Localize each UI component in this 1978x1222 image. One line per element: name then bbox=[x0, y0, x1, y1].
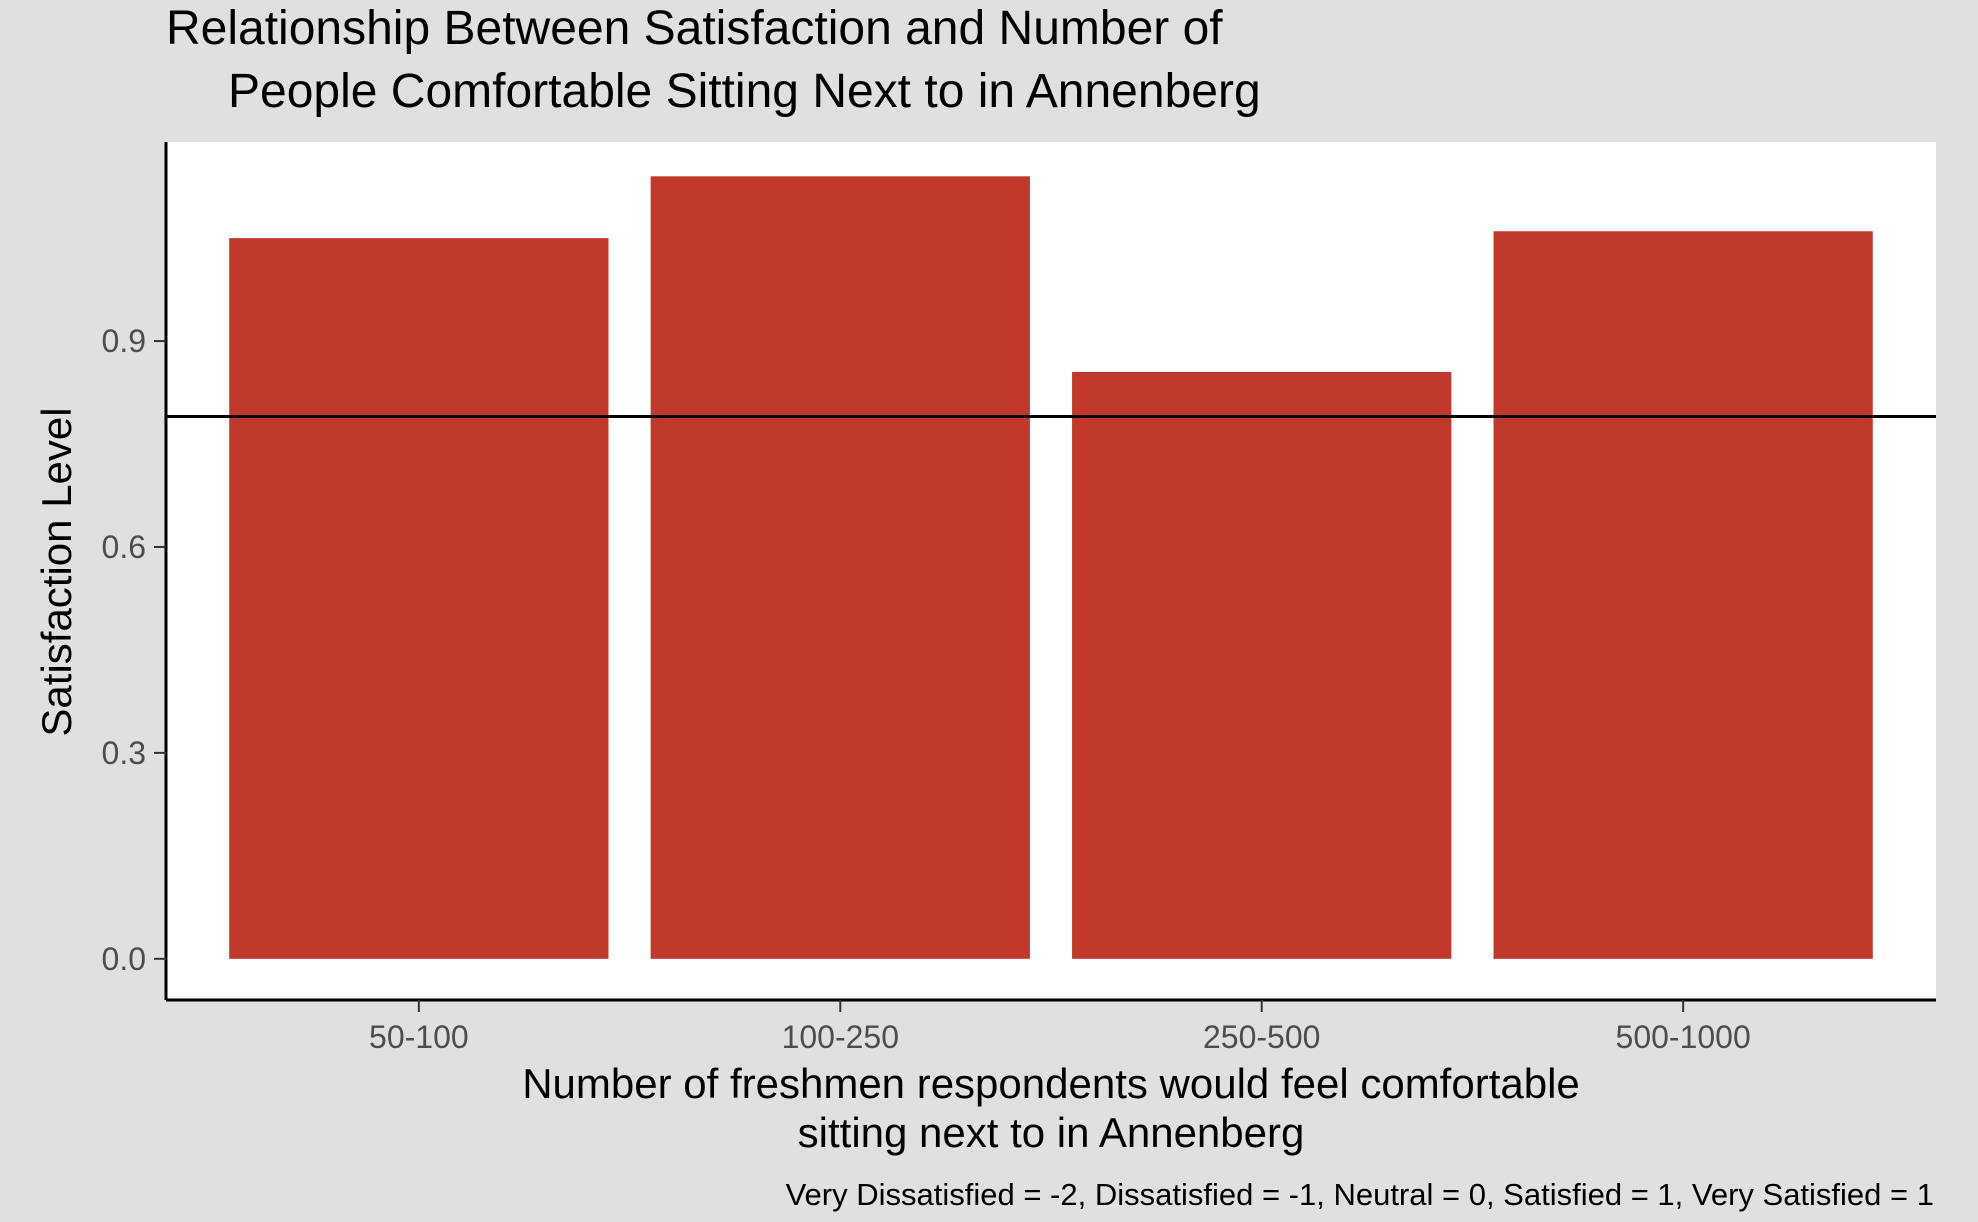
y-tick-label: 0.6 bbox=[102, 529, 146, 565]
x-ticks-group: 50-100 100-250 250-500 500-1000 bbox=[369, 1000, 1751, 1055]
chart-title-line-1: Relationship Between Satisfaction and Nu… bbox=[166, 2, 1223, 55]
y-tick-label: 0.0 bbox=[102, 941, 146, 977]
x-tick-label: 500-1000 bbox=[1616, 1019, 1751, 1055]
y-ticks-group: 0.0 0.3 0.6 0.9 bbox=[102, 323, 166, 977]
bar-500-1000 bbox=[1493, 231, 1873, 959]
x-tick-label: 100-250 bbox=[782, 1019, 899, 1055]
x-axis-title-line-1: Number of freshmen respondents would fee… bbox=[522, 1060, 1580, 1107]
bar-100-250 bbox=[650, 176, 1030, 959]
bars-group bbox=[229, 176, 1873, 959]
y-tick-label: 0.3 bbox=[102, 735, 146, 771]
bar-250-500 bbox=[1072, 371, 1452, 959]
bar-50-100 bbox=[229, 238, 609, 959]
x-axis-title-line-2: sitting next to in Annenberg bbox=[798, 1109, 1305, 1156]
chart-caption: Very Dissatisfied = -2, Dissatisfied = -… bbox=[786, 1177, 1934, 1212]
x-tick-label: 50-100 bbox=[369, 1019, 469, 1055]
chart-title-line-2: People Comfortable Sitting Next to in An… bbox=[228, 65, 1261, 118]
x-tick-label: 250-500 bbox=[1203, 1019, 1320, 1055]
axes-group bbox=[164, 142, 1936, 1002]
y-tick-label: 0.9 bbox=[102, 323, 146, 359]
y-axis-title: Satisfaction Level bbox=[33, 407, 80, 736]
